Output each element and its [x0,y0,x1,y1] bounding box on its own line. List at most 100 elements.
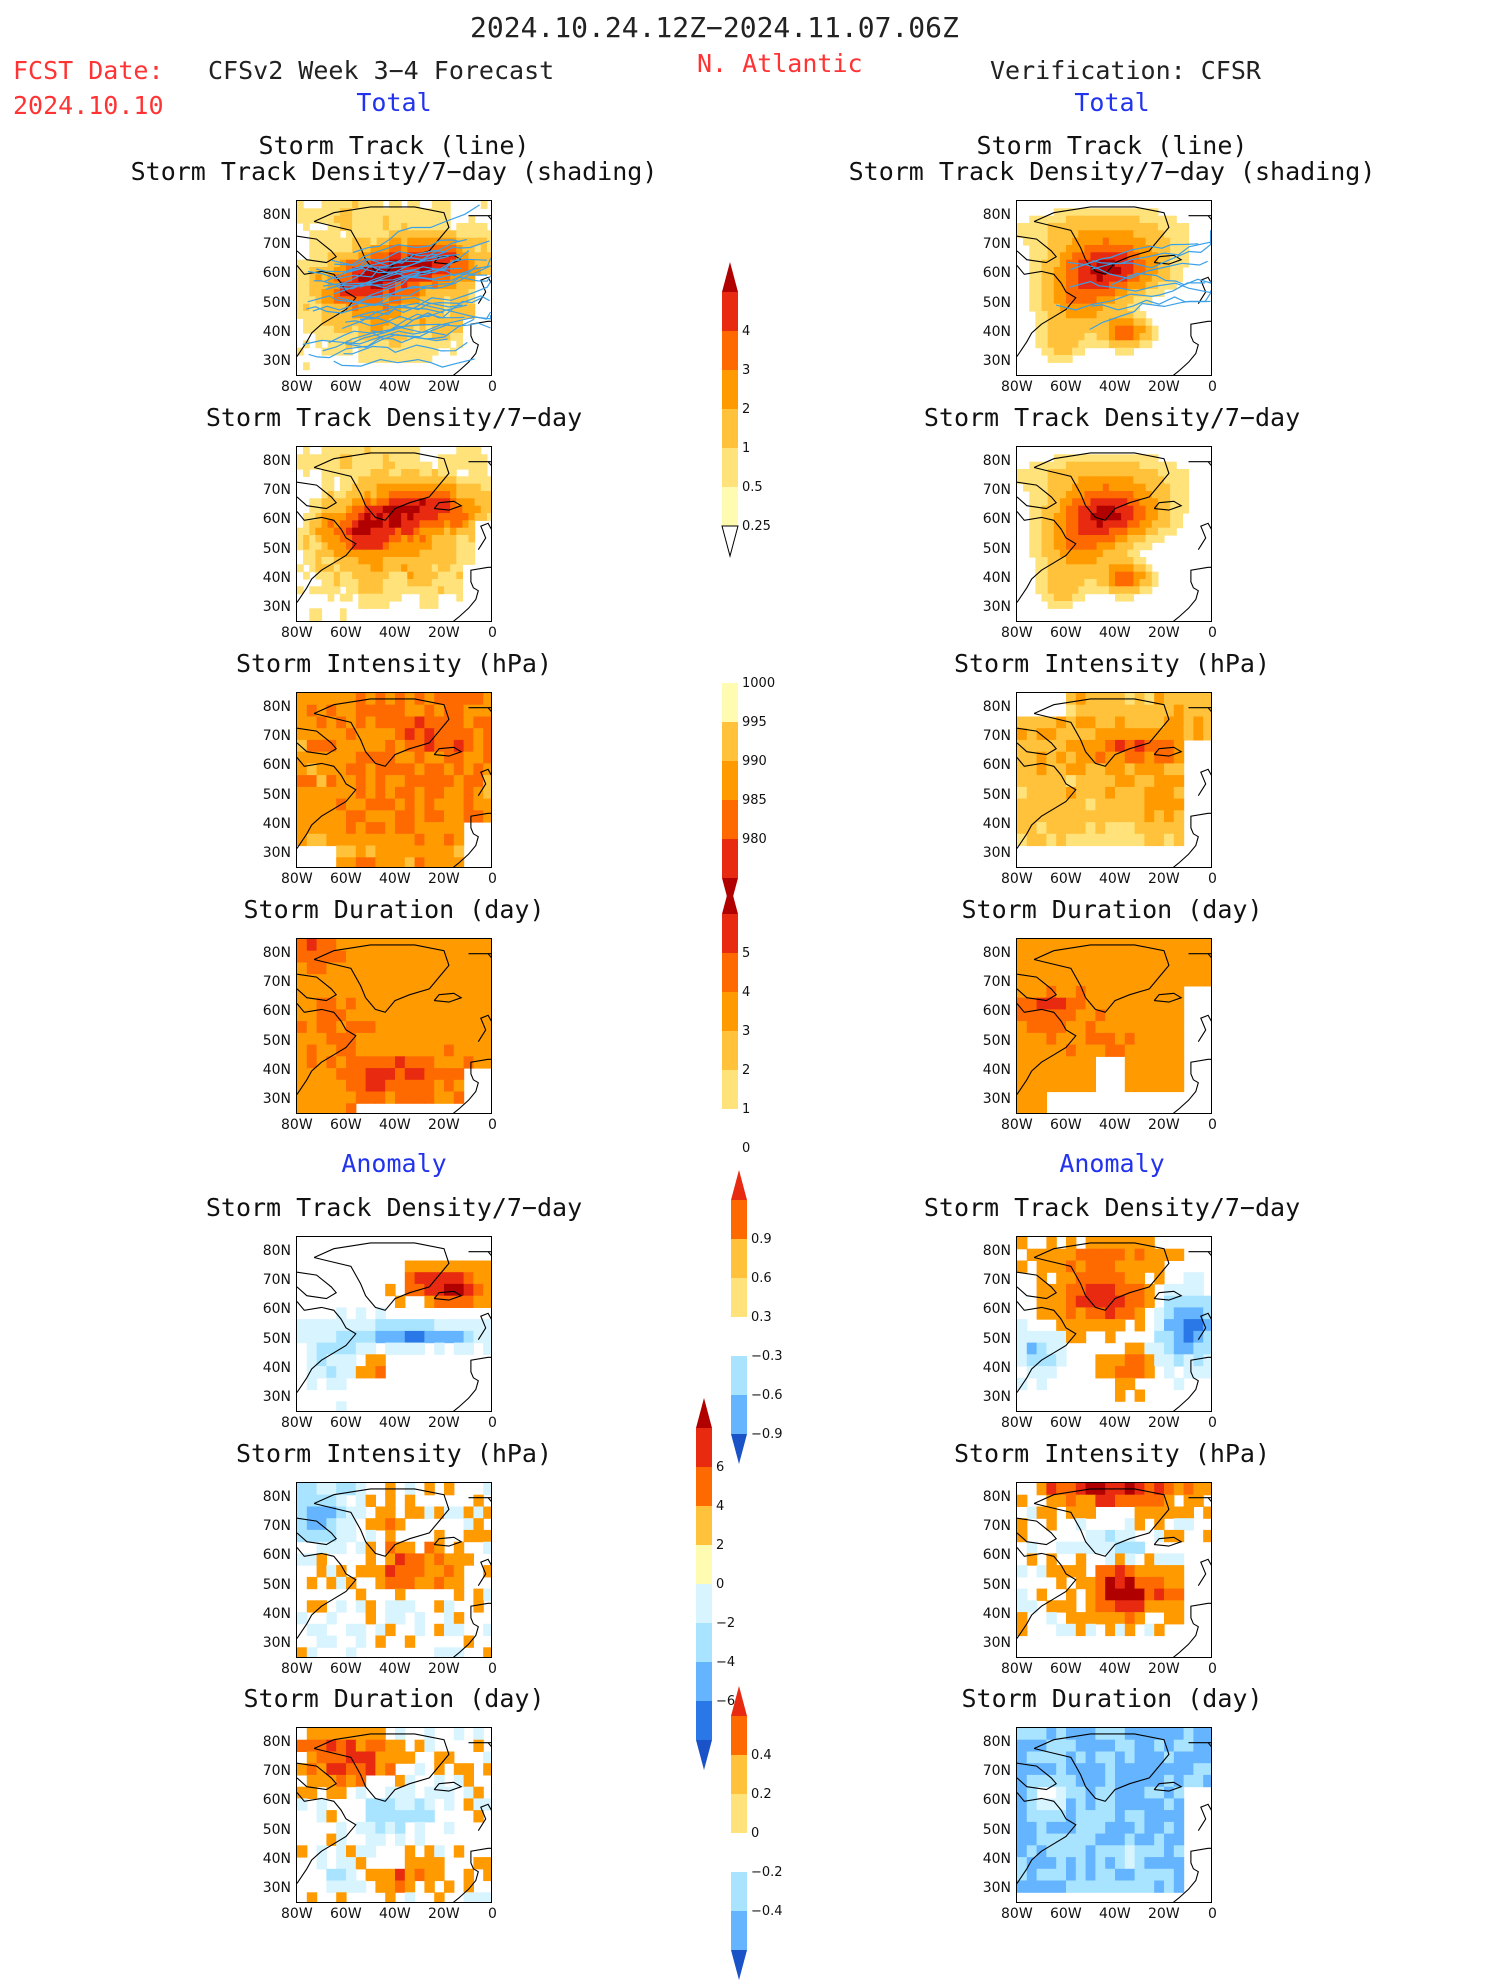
heat-cell [297,1483,308,1496]
heat-cell [309,615,316,621]
heat-cell [407,215,414,224]
heat-cell [456,274,463,283]
heat-cell [1066,798,1077,811]
heat-cell [462,520,470,529]
heat-cell [395,1600,406,1613]
heat-cell [1144,1588,1155,1601]
heat-cell [1173,1798,1185,1811]
heat-cell [434,939,445,952]
heat-cell [401,454,408,463]
heat-cell [1096,476,1104,485]
heat-cell [315,513,323,521]
heat-cell [316,1068,327,1081]
heat-cell [1075,704,1087,717]
heat-cell [1115,347,1122,356]
heat-cell [316,1483,327,1496]
heat-cell [1105,974,1116,987]
heat-cell [1105,1283,1116,1297]
heat-cell [1066,1021,1077,1034]
storm-track-line [302,323,450,346]
heat-cell [431,593,439,602]
heat-cell [1090,483,1098,492]
heat-cell [316,1739,327,1752]
heat-cell [1036,1307,1047,1320]
heat-cell [1124,716,1136,729]
heat-cell [1075,1565,1087,1578]
lon-tick-label: 80W [1001,379,1033,395]
heat-cell [327,469,335,477]
heat-cell [1090,527,1098,536]
heat-cell [376,586,384,595]
colorbar-swatch [731,1794,747,1833]
heat-cell [444,549,451,558]
lon-tick-label: 60W [330,871,362,887]
heat-cell [1085,1833,1096,1846]
heat-cell [1046,950,1057,963]
heat-cell [431,267,439,275]
heat-cell [419,289,427,297]
heat-cell [425,586,433,595]
heat-cell [444,1044,455,1057]
heat-cell [395,549,402,558]
heat-cell [1075,693,1087,706]
heat-cell [375,786,386,800]
heat-cell [306,985,318,999]
heat-cell [1102,549,1110,558]
heat-cell [355,1857,367,1870]
heat-cell [1036,751,1047,764]
heat-cell [431,520,439,529]
lon-tick-label: 80W [1001,1415,1033,1431]
coastline [313,452,450,521]
heat-cell [376,340,384,349]
heat-cell [370,549,378,558]
heat-cell [1096,483,1104,492]
heat-cell [1154,1319,1165,1332]
heat-cell [346,950,357,963]
heat-cell [382,289,390,297]
heat-cell [306,1623,318,1637]
heat-cell [1072,542,1079,551]
heat-cell [1115,1821,1126,1835]
heat-cell [1173,1728,1185,1741]
heat-cell [1134,1612,1145,1625]
lat-tick-label: 60N [262,1003,291,1020]
heat-cell [486,245,491,253]
heat-cell [326,1880,337,1893]
heat-cell [444,751,455,764]
heat-cell [1115,527,1122,536]
heat-cell [1026,763,1038,776]
heat-cell [483,728,491,741]
heat-cell [424,833,435,847]
heat-cell [483,1044,491,1057]
heat-cell [463,786,474,800]
heat-cell [1124,1494,1136,1507]
heat-cell [364,476,372,485]
heat-cell [382,564,390,573]
heat-cell [1173,974,1185,987]
heat-cell [407,259,414,268]
heat-cell [486,252,491,261]
heat-cell [413,527,421,536]
heat-cell [1095,1021,1106,1034]
heat-cell [303,303,310,312]
lat-tick-label: 30N [982,1880,1011,1897]
coastline [452,1058,491,1113]
lon-tick-label: 0 [1208,1415,1217,1431]
heat-cell [404,1774,416,1788]
heat-cell [333,579,341,587]
heat-cell [404,822,416,835]
heat-cell [1124,1612,1136,1625]
heat-cell [444,1283,455,1297]
heat-cell [306,1091,318,1104]
heat-cell [327,281,335,290]
heat-cell [395,1880,406,1893]
heat-cell [370,469,378,477]
heat-cell [1085,704,1096,717]
heat-cell [431,557,439,565]
heat-cell [1145,281,1153,290]
heat-cell [370,252,378,261]
heat-cell [385,833,396,847]
heat-cell [1085,739,1096,753]
heat-cell [1154,1506,1165,1519]
heat-cell [1144,1248,1155,1261]
